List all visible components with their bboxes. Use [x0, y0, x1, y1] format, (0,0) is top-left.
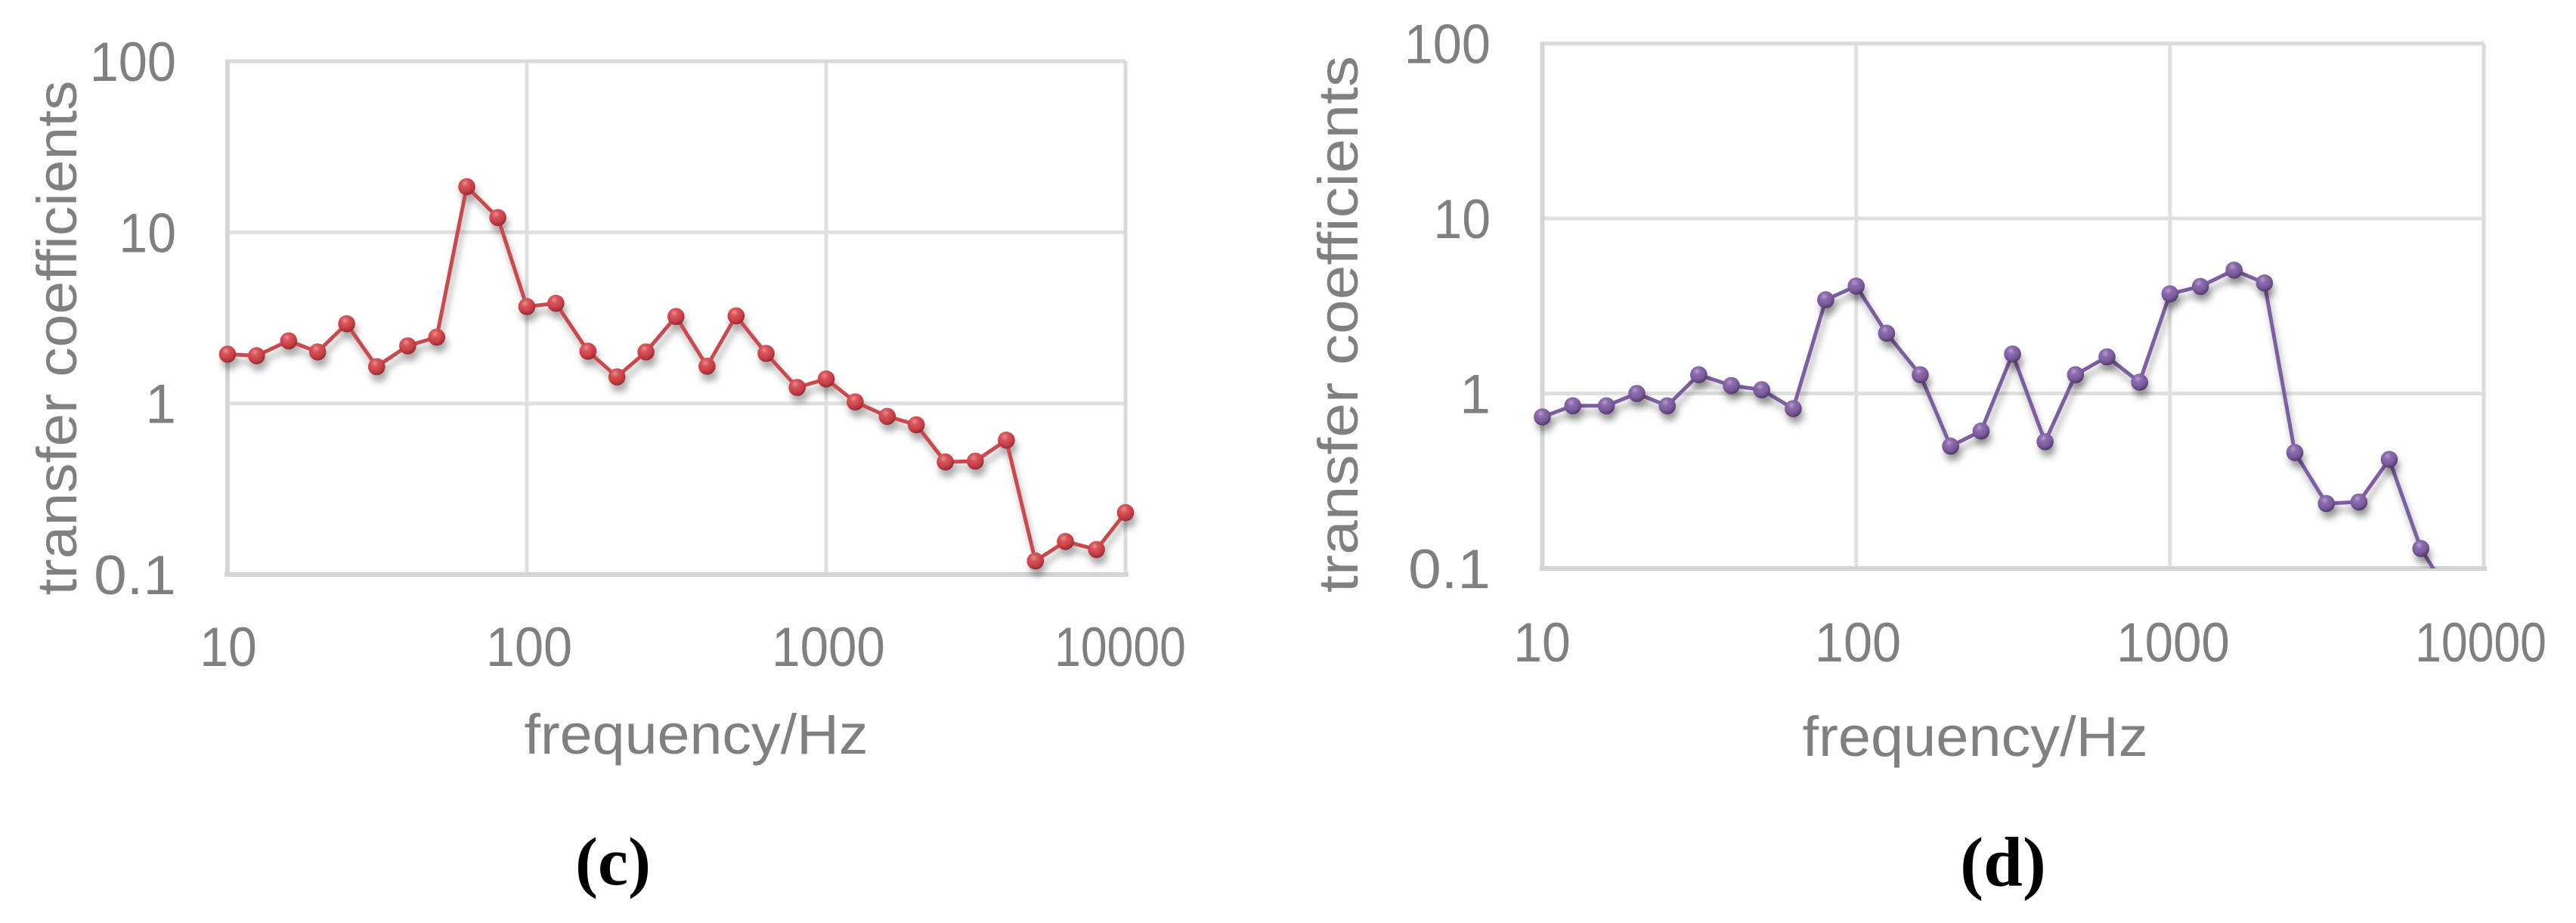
svg-text:frequency/Hz: frequency/Hz [525, 703, 868, 766]
svg-text:frequency/Hz: frequency/Hz [1803, 705, 2148, 768]
svg-text:100: 100 [1404, 14, 1491, 76]
svg-text:transfer coefficients: transfer coefficients [26, 81, 88, 596]
svg-text:1: 1 [1460, 364, 1491, 426]
svg-text:1000: 1000 [772, 617, 885, 678]
svg-text:10: 10 [119, 203, 176, 264]
svg-text:10: 10 [1513, 612, 1571, 674]
svg-text:10000: 10000 [1054, 617, 1186, 678]
svg-text:(c): (c) [575, 825, 651, 900]
svg-text:0.1: 0.1 [94, 545, 176, 606]
svg-text:transfer coefficients: transfer coefficients [1307, 56, 1370, 593]
svg-text:10000: 10000 [2415, 612, 2547, 674]
svg-text:10: 10 [1433, 189, 1491, 250]
svg-text:0.1: 0.1 [1408, 539, 1491, 600]
svg-text:10: 10 [200, 617, 257, 678]
svg-text:(d): (d) [1960, 824, 2046, 902]
svg-text:1: 1 [145, 374, 176, 435]
svg-text:100: 100 [1815, 612, 1901, 674]
svg-text:100: 100 [90, 32, 176, 93]
svg-text:100: 100 [486, 617, 572, 678]
svg-text:1000: 1000 [2116, 612, 2230, 674]
